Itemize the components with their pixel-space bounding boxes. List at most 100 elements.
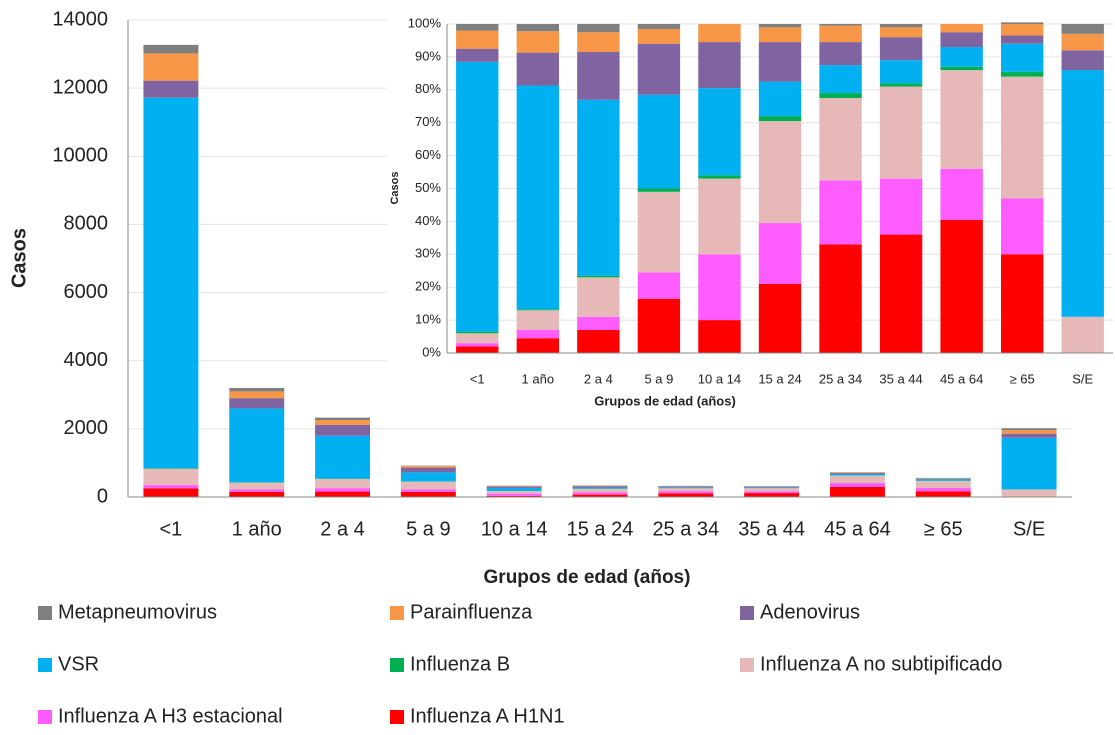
bar-segment: [516, 338, 560, 353]
legend-swatch: [38, 606, 52, 620]
x-tick-label: 15 a 24: [758, 371, 801, 386]
x-tick-label: 25 a 34: [652, 518, 719, 540]
legend-label: Influenza A H3 estacional: [58, 705, 283, 727]
bar-segment: [456, 48, 499, 62]
x-axis-title: Grupos de edad (años): [594, 393, 736, 408]
bar-segment: [1061, 316, 1104, 353]
bar-segment: [486, 485, 542, 487]
bar-segment: [1061, 70, 1104, 317]
y-tick-label: 8000: [64, 213, 109, 235]
bar-segment: [698, 88, 741, 176]
bar-segment: [516, 310, 560, 330]
bar-segment: [829, 472, 885, 474]
legend-swatch: [390, 658, 404, 672]
bar-segment: [658, 493, 714, 497]
bar-segment: [1001, 489, 1057, 497]
bar-segment: [698, 175, 741, 179]
bar-segment: [577, 316, 620, 330]
bar-segment: [637, 28, 681, 44]
y-axis-title: Casos: [389, 171, 401, 204]
bar-segment: [486, 487, 542, 491]
bar-segment: [698, 254, 741, 321]
y-tick-label: 12000: [52, 76, 108, 98]
bar-segment: [658, 487, 714, 489]
bar-segment: [315, 478, 371, 489]
legend-swatch: [38, 658, 52, 672]
bar-segment: [915, 478, 971, 479]
bar-segment: [1001, 433, 1057, 438]
bar-segment: [577, 24, 620, 33]
x-tick-label: 45 a 64: [824, 518, 891, 540]
x-tick-label: S/E: [1072, 371, 1093, 386]
bar-segment: [456, 333, 499, 344]
bar-segment: [1061, 50, 1104, 71]
bar-segment: [637, 191, 681, 273]
bar-segment: [1000, 71, 1044, 77]
bar-segment: [572, 494, 628, 497]
bar-segment: [879, 37, 923, 61]
y-tick-label: 40%: [415, 213, 441, 228]
x-tick-label: 35 a 44: [879, 371, 922, 386]
bar-segment: [658, 488, 714, 492]
bar-segment: [486, 486, 542, 488]
legend-label: Influenza A H1N1: [410, 705, 565, 727]
bar-segment: [143, 44, 199, 54]
bar-segment: [879, 83, 923, 87]
bar-segment: [879, 234, 923, 353]
bar-segment: [758, 223, 802, 284]
bar-segment: [744, 487, 800, 489]
bar-segment: [143, 485, 199, 489]
bar-segment: [1000, 43, 1044, 72]
bar-segment: [1000, 35, 1044, 44]
bar-segment: [915, 480, 971, 489]
bar-segment: [577, 99, 620, 276]
bar-segment: [940, 168, 983, 220]
x-tick-label: 2 a 4: [584, 371, 613, 386]
bar-segment: [516, 329, 560, 339]
bar-segment: [1000, 254, 1044, 353]
y-tick-label: 2000: [64, 417, 109, 439]
bar-segment: [456, 343, 499, 347]
bar-segment: [744, 491, 800, 494]
bar-segment: [879, 86, 923, 179]
y-tick-label: 4000: [64, 349, 109, 371]
legend-label: Parainfluenza: [410, 601, 533, 623]
bar-segment: [315, 435, 371, 479]
bar-segment: [698, 24, 741, 43]
y-tick-label: 14000: [52, 8, 108, 30]
x-tick-label: 5 a 9: [644, 371, 673, 386]
x-axis-title: Grupos de edad (años): [484, 567, 691, 588]
legend-label: Adenovirus: [760, 601, 860, 623]
bar-segment: [819, 244, 862, 353]
bar-segment: [400, 466, 456, 468]
bar-segment: [572, 492, 628, 495]
x-tick-label: 25 a 34: [819, 371, 862, 386]
bar-segment: [229, 489, 285, 492]
legend-swatch: [740, 658, 754, 672]
bar-segment: [915, 491, 971, 497]
bar-segment: [516, 24, 560, 32]
bar-segment: [577, 32, 620, 52]
x-tick-label: 5 a 9: [406, 518, 450, 540]
bar-segment: [829, 473, 885, 476]
bar-segment: [819, 93, 862, 99]
bar-segment: [879, 178, 923, 235]
bar-segment: [143, 488, 199, 497]
bar-segment: [1001, 428, 1057, 431]
y-tick-label: 50%: [415, 180, 441, 195]
legend-swatch: [390, 606, 404, 620]
x-tick-label: 1 año: [522, 371, 555, 386]
legend-label: Influenza A no subtipificado: [760, 653, 1002, 675]
bar-segment: [315, 424, 371, 436]
x-tick-label: 45 a 64: [940, 371, 983, 386]
y-axis-title: Casos: [8, 228, 30, 288]
y-tick-label: 0: [97, 485, 108, 507]
bar-segment: [516, 85, 560, 310]
bar-segment: [879, 24, 923, 28]
bar-segment: [940, 219, 983, 353]
bar-segment: [744, 493, 800, 497]
y-tick-label: 70%: [415, 114, 441, 129]
bar-segment: [819, 25, 862, 43]
bar-segment: [572, 487, 628, 489]
